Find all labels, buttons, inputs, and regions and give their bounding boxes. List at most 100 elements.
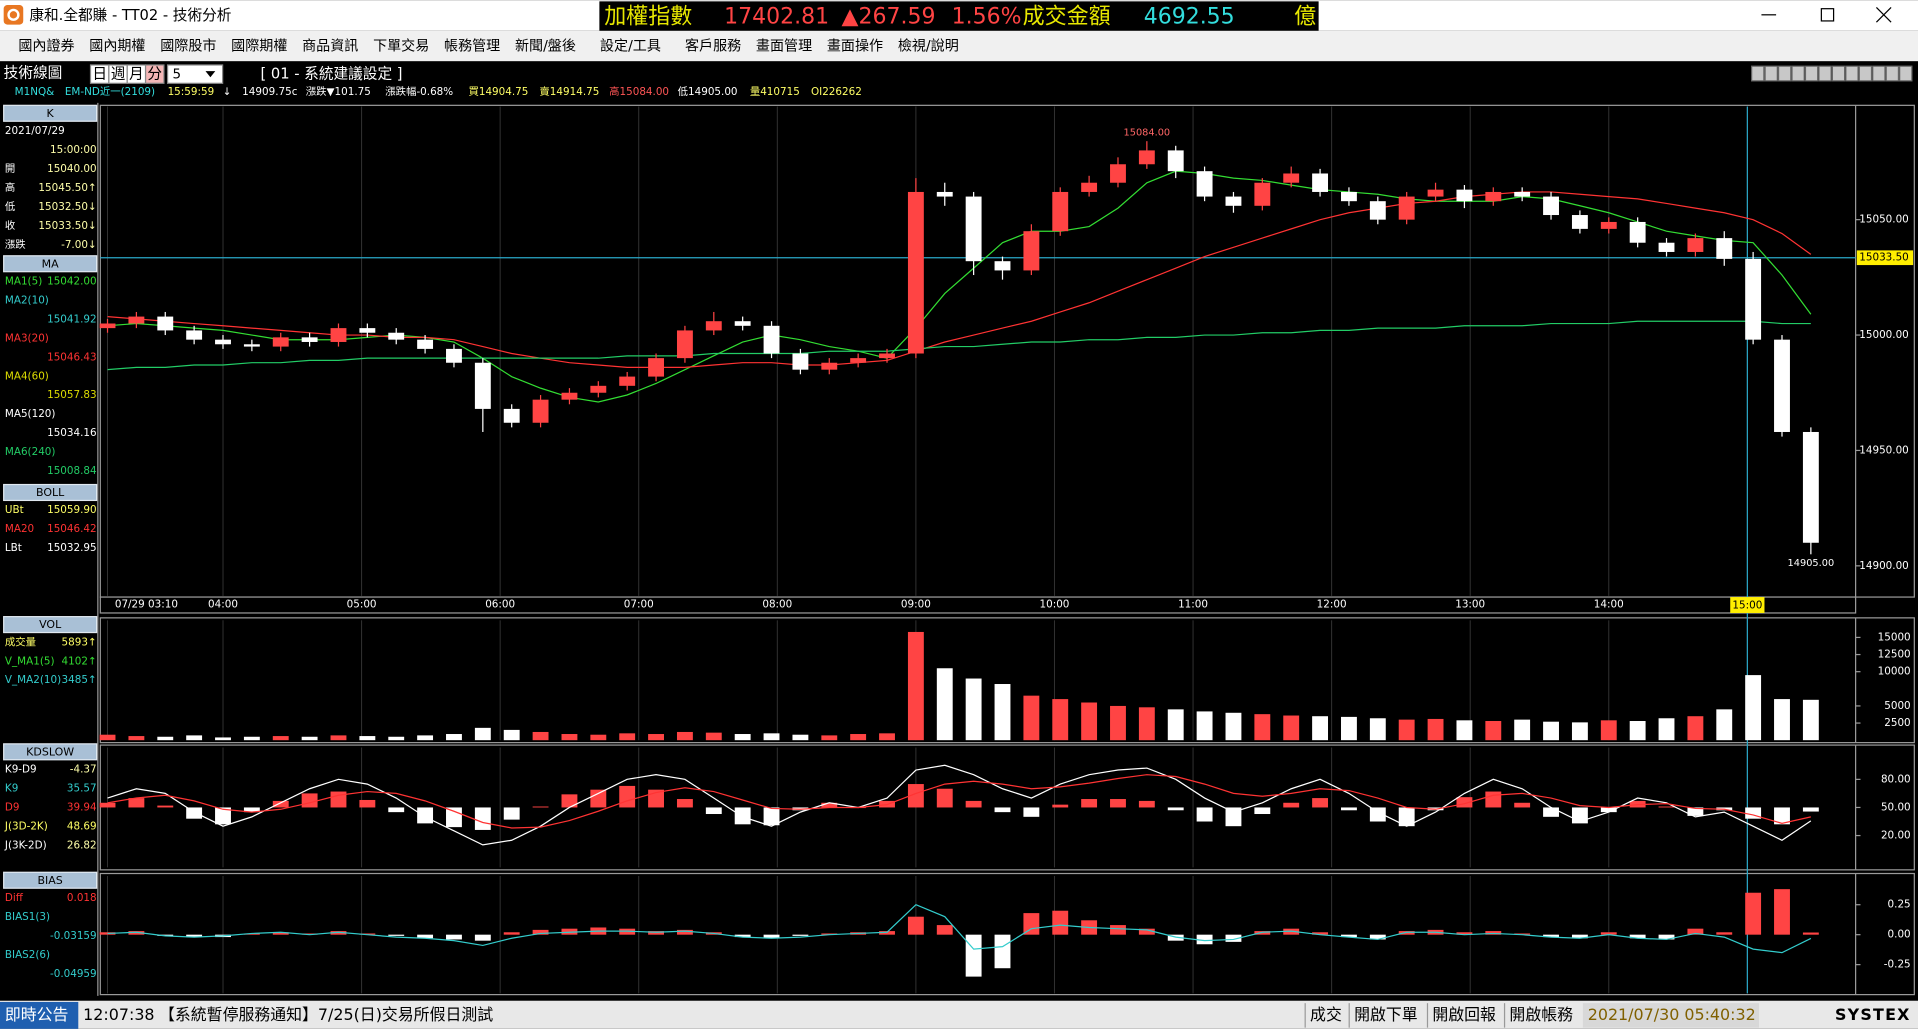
bar — [936, 668, 953, 741]
x-tick-label: 08:00 — [762, 598, 792, 610]
tool-icon[interactable] — [1831, 65, 1846, 82]
quote-field: 15:59:59 — [168, 86, 215, 98]
last-price-box — [1856, 250, 1914, 266]
histogram-bar — [359, 799, 376, 808]
y-tick-label: 14950.00 — [1859, 444, 1909, 456]
bar — [1398, 719, 1415, 741]
tool-icon[interactable] — [1872, 65, 1886, 82]
interval-select[interactable] — [166, 64, 224, 84]
indicator-value: 48.69 — [67, 820, 97, 832]
indicator-value: 26.82 — [67, 839, 97, 851]
bar — [1658, 718, 1675, 741]
menu-item[interactable]: 檢視/說明 — [898, 38, 959, 55]
bar — [792, 734, 809, 741]
bar — [879, 931, 895, 935]
bar — [1369, 718, 1386, 741]
bar — [503, 932, 520, 935]
bar — [1456, 720, 1473, 741]
bar — [446, 734, 462, 741]
bar — [648, 931, 664, 935]
status-button[interactable]: 開啟帳務 — [1509, 1005, 1573, 1024]
menu-item[interactable]: 設定/工具 — [600, 39, 661, 55]
close-button[interactable] — [1875, 7, 1892, 23]
candle-body — [1456, 189, 1473, 202]
ticker-index-value: 17402.81 — [724, 4, 829, 29]
y-tick-label: 80.00 — [1881, 773, 1911, 785]
tool-icon[interactable] — [1791, 65, 1805, 82]
bar — [619, 733, 636, 741]
menu-item[interactable]: 客戶服務 — [685, 38, 741, 55]
tool-icon[interactable] — [1845, 65, 1859, 82]
bar — [474, 934, 491, 941]
bar — [1196, 934, 1213, 945]
indicator-label: LBt — [5, 542, 22, 554]
menu-item[interactable]: 畫面操作 — [827, 39, 883, 55]
menu-item[interactable]: 國際股市 — [160, 38, 216, 55]
menu-item[interactable]: 國際期權 — [231, 39, 287, 55]
ticker-index-change: ▲267.59 — [842, 4, 936, 29]
indicator-label: 開 — [5, 163, 15, 175]
bar — [1600, 720, 1617, 741]
histogram-bar — [186, 807, 203, 819]
period-button[interactable] — [144, 64, 165, 84]
bar — [215, 737, 231, 741]
tool-icon[interactable] — [1751, 65, 1765, 82]
tool-icon[interactable] — [1777, 65, 1792, 82]
menu-item[interactable]: 新聞/盤後 — [515, 39, 576, 55]
histogram-bar — [532, 806, 549, 808]
menu-item[interactable]: 商品資訊 — [302, 39, 358, 55]
section-title: VOL — [39, 618, 62, 631]
x-tick-label: 15:00 — [1732, 600, 1762, 612]
menu-item[interactable]: 國內期權 — [89, 39, 145, 55]
tool-icon[interactable] — [1804, 65, 1819, 82]
section-header — [3, 743, 98, 761]
menu-item[interactable]: 帳務管理 — [444, 39, 500, 55]
status-button[interactable]: 開啟下單 — [1354, 1005, 1418, 1024]
bar — [157, 934, 174, 936]
section-header — [3, 483, 98, 502]
quote-field: 14909.75c — [242, 86, 298, 98]
candle-body — [763, 325, 780, 354]
x-tick-label: 07:00 — [624, 598, 654, 610]
candle-body — [1774, 339, 1790, 432]
histogram-bar — [1745, 807, 1762, 819]
histogram-bar — [936, 788, 953, 808]
tool-icon[interactable] — [1899, 65, 1913, 82]
tool-icon[interactable] — [1858, 65, 1873, 82]
status-button[interactable]: 成交 — [1310, 1005, 1342, 1024]
bar — [301, 736, 318, 741]
candle-body — [186, 330, 203, 340]
candle-body — [1138, 150, 1155, 165]
bar — [243, 933, 260, 935]
bar — [388, 934, 405, 936]
indicator-label: V_MA1(5) — [5, 655, 55, 667]
indicator-label: V_MA2(10) — [5, 674, 61, 686]
status-button[interactable]: 開啟回報 — [1432, 1005, 1496, 1024]
tool-icon[interactable] — [1885, 65, 1900, 82]
bar — [763, 934, 780, 939]
x-tick-label: 10:00 — [1040, 598, 1070, 610]
bar — [763, 733, 780, 741]
menu-item[interactable]: 國內證券 — [18, 38, 74, 55]
histogram-bar — [330, 791, 347, 808]
indicator-label: 2021/07/29 — [5, 125, 65, 137]
bar — [1687, 928, 1704, 935]
indicator-label: MA2(10) — [5, 294, 49, 306]
indicator-label: MA6(240) — [5, 446, 56, 458]
histogram-bar — [1687, 807, 1704, 816]
quote-field: M1NQ& — [15, 86, 55, 98]
histogram-bar — [157, 805, 174, 808]
bar — [1023, 913, 1040, 935]
histogram-bar — [1600, 807, 1617, 813]
restore-button[interactable] — [1820, 8, 1835, 22]
menu-item[interactable]: 畫面管理 — [756, 39, 812, 55]
candle-body — [1283, 173, 1300, 183]
tool-icon[interactable] — [1764, 65, 1778, 82]
histogram-bar — [1052, 804, 1069, 808]
histogram-bar — [965, 800, 982, 808]
menu-item[interactable]: 下單交易 — [373, 38, 429, 55]
price-annotation: 14905.00 — [1788, 558, 1835, 569]
x-tick-label: 12:00 — [1317, 598, 1347, 610]
tool-icon[interactable] — [1818, 65, 1832, 82]
